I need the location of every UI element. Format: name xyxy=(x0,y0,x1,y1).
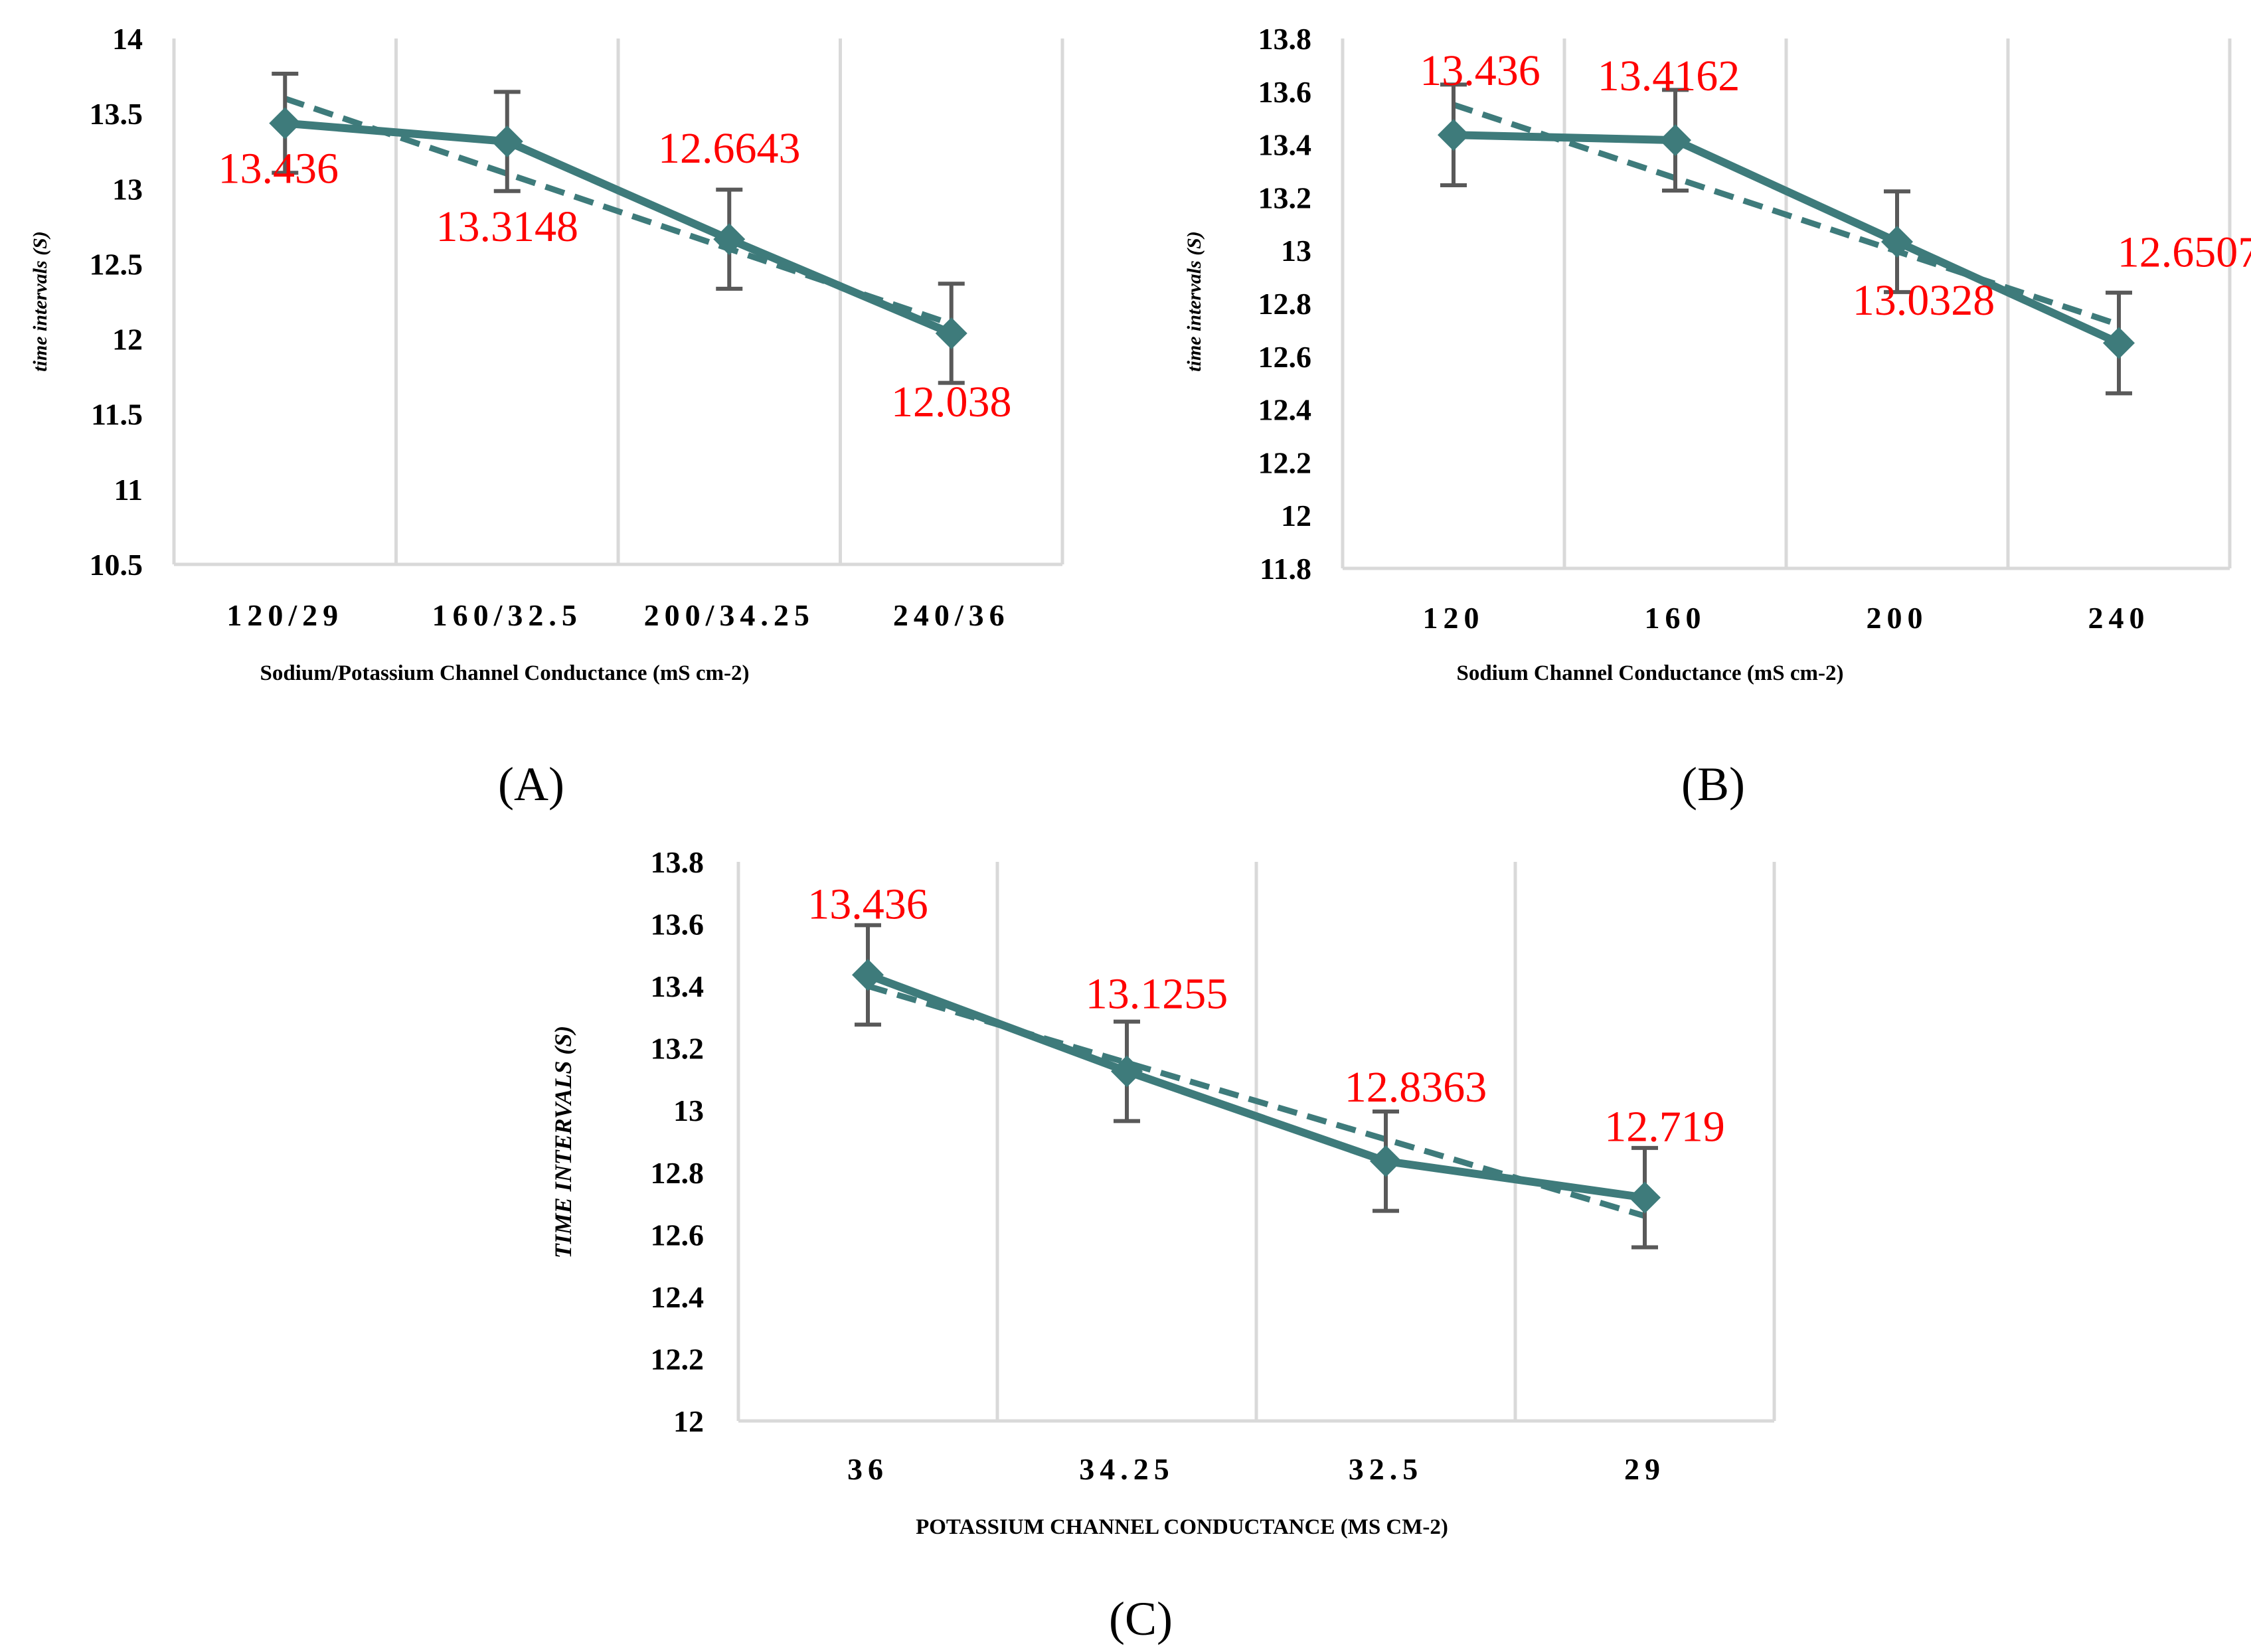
y-tick-label: 12.5 xyxy=(90,247,143,281)
y-tick-label: 13.8 xyxy=(651,845,705,879)
data-label: 12.038 xyxy=(891,378,1012,426)
data-label: 13.436 xyxy=(807,880,928,928)
chart-panel-b: 11.8 12 12.2 12.4 12.6 12.8 13 13.2 13.4 13.6 13.8… xyxy=(1183,22,2251,811)
y-tick-label: 13.6 xyxy=(1258,75,1312,109)
y-tick-label: 12.2 xyxy=(1258,446,1312,479)
y-tick-label: 12.8 xyxy=(651,1156,705,1190)
y-tick-label: 13 xyxy=(112,172,143,206)
data-point-marker xyxy=(935,317,967,349)
data-point-marker xyxy=(2103,327,2135,359)
y-tick-label: 12.6 xyxy=(651,1218,705,1252)
y-tick-label: 12.6 xyxy=(1258,340,1312,374)
data-point-marker xyxy=(1111,1055,1143,1088)
y-tick-label: 13.6 xyxy=(651,908,705,942)
y-tick-label: 12 xyxy=(673,1404,704,1438)
data-label: 12.6507 xyxy=(2118,228,2251,277)
y-tick-label: 13.4 xyxy=(1258,128,1312,162)
y-tick-label: 13.4 xyxy=(651,969,705,1003)
x-tick-label: 36 xyxy=(847,1452,888,1486)
data-label: 12.8363 xyxy=(1345,1063,1487,1112)
data-label: 13.0328 xyxy=(1853,276,1995,325)
data-point-marker xyxy=(852,959,884,991)
y-tick-label: 13 xyxy=(1281,234,1311,268)
y-tick-label: 12 xyxy=(1281,499,1311,533)
y-axis-title: TIME INTERVALS (S) xyxy=(550,1026,576,1259)
x-tick-label: 200/34.25 xyxy=(644,598,815,632)
y-tick-label: 13.5 xyxy=(90,97,143,131)
data-label: 13.1255 xyxy=(1086,970,1228,1019)
panel-label: (B) xyxy=(1681,758,1745,811)
x-tick-label: 160 xyxy=(1645,601,1707,635)
series-line xyxy=(864,971,1649,1202)
data-point-marker xyxy=(1629,1181,1661,1214)
x-tick-label: 160/32.5 xyxy=(432,598,582,632)
data-label: 12.719 xyxy=(1604,1103,1725,1151)
data-label: 13.436 xyxy=(218,145,339,193)
y-tick-label: 13.2 xyxy=(1258,181,1312,214)
y-tick-label: 12 xyxy=(112,323,143,357)
x-axis-title: Sodium/Potassium Channel Conductance (mS… xyxy=(260,661,749,685)
trendline xyxy=(1452,102,2120,328)
data-point-marker xyxy=(491,125,523,158)
x-tick-label: 120/29 xyxy=(226,598,343,632)
y-tick-label: 13.8 xyxy=(1258,22,1312,56)
y-tick-label: 10.5 xyxy=(90,548,143,582)
x-tick-label: 34.25 xyxy=(1079,1452,1175,1486)
data-point-marker xyxy=(1370,1145,1402,1177)
y-tick-label: 11.8 xyxy=(1260,552,1311,586)
data-point-marker xyxy=(1659,124,1691,157)
chart-panel-a: 10.5 11 11.5 12 12.5 13 13.5 14 120/29 160/32.5 20… xyxy=(29,22,1064,811)
x-tick-label: 240/36 xyxy=(893,598,1010,632)
data-point-marker xyxy=(713,223,746,256)
data-label: 13.436 xyxy=(1420,46,1541,95)
x-tick-label: 29 xyxy=(1624,1452,1665,1486)
y-tick-label: 12.2 xyxy=(651,1342,705,1376)
y-tick-label: 11.5 xyxy=(91,398,143,432)
x-axis-title: Sodium Channel Conductance (mS cm-2) xyxy=(1456,661,1843,685)
x-tick-label: 120 xyxy=(1423,601,1485,635)
y-tick-label: 14 xyxy=(112,22,143,56)
chart-panel-c: 12 12.2 12.4 12.6 12.8 13 13.2 13.4 13.6 13.8 36 34… xyxy=(550,845,1776,1645)
data-point-marker xyxy=(1438,119,1469,151)
panel-label: (A) xyxy=(498,758,564,811)
panel-label: (C) xyxy=(1109,1592,1173,1645)
data-point-marker xyxy=(1881,226,1913,258)
data-point-marker xyxy=(269,107,301,139)
y-tick-label: 12.8 xyxy=(1258,287,1312,321)
series-line xyxy=(1450,131,2123,347)
data-label: 13.3148 xyxy=(436,203,579,251)
data-label: 13.4162 xyxy=(1598,52,1740,100)
y-axis-title: time intervals (S) xyxy=(29,231,51,372)
x-axis-title: POTASSIUM CHANNEL CONDUCTANCE (MS CM-2) xyxy=(916,1515,1448,1539)
data-label: 12.6643 xyxy=(658,124,801,173)
y-tick-label: 12.4 xyxy=(1258,393,1312,427)
series-line xyxy=(281,119,956,337)
y-tick-label: 13.2 xyxy=(651,1032,705,1066)
x-tick-label: 240 xyxy=(2088,601,2150,635)
y-axis-title: time intervals (S) xyxy=(1183,231,1205,372)
y-tick-label: 12.4 xyxy=(651,1280,705,1314)
y-tick-label: 11 xyxy=(114,473,143,507)
x-tick-label: 32.5 xyxy=(1349,1452,1424,1486)
y-tick-label: 13 xyxy=(673,1094,704,1127)
x-tick-label: 200 xyxy=(1867,601,1928,635)
